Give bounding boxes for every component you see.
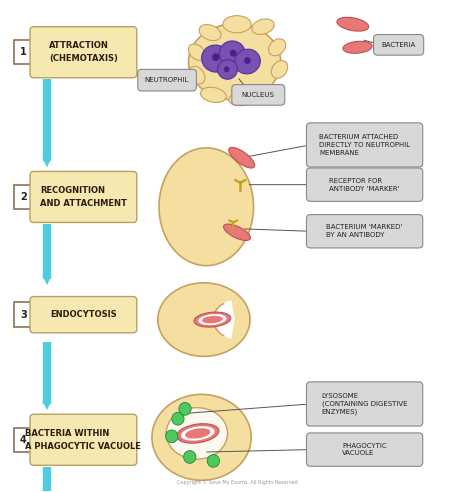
FancyBboxPatch shape [30, 414, 137, 465]
Circle shape [207, 455, 219, 467]
Text: BACTERIA: BACTERIA [382, 42, 416, 48]
Circle shape [179, 402, 191, 415]
Ellipse shape [202, 316, 223, 323]
Ellipse shape [229, 147, 255, 168]
Ellipse shape [219, 41, 245, 66]
Text: 1: 1 [20, 47, 27, 57]
Text: LYSOSOME
(CONTAINING DIGESTIVE
ENZYMES): LYSOSOME (CONTAINING DIGESTIVE ENZYMES) [322, 393, 407, 415]
Ellipse shape [189, 44, 205, 61]
Text: ATTRACTION
(CHEMOTAXIS): ATTRACTION (CHEMOTAXIS) [49, 41, 118, 63]
Bar [14, 428, 33, 452]
FancyBboxPatch shape [30, 27, 137, 78]
Ellipse shape [189, 24, 281, 100]
Circle shape [224, 66, 229, 72]
Ellipse shape [152, 395, 251, 480]
FancyBboxPatch shape [30, 297, 137, 333]
Ellipse shape [263, 86, 282, 102]
Text: RECOGNITION
AND ATTACHMENT: RECOGNITION AND ATTACHMENT [40, 186, 127, 208]
Ellipse shape [181, 426, 215, 441]
Ellipse shape [272, 61, 288, 78]
Ellipse shape [189, 66, 205, 84]
Circle shape [244, 57, 251, 64]
Ellipse shape [159, 148, 254, 266]
Ellipse shape [269, 39, 286, 56]
Bar [14, 40, 33, 64]
Text: BACTERIUM 'MARKED'
BY AN ANTIBODY: BACTERIUM 'MARKED' BY AN ANTIBODY [327, 224, 403, 238]
Ellipse shape [235, 49, 260, 74]
Text: RECEPTOR FOR
ANTIBODY 'MARKER': RECEPTOR FOR ANTIBODY 'MARKER' [329, 178, 400, 191]
Ellipse shape [158, 283, 250, 356]
Text: ENDOCYTOSIS: ENDOCYTOSIS [50, 310, 117, 319]
Text: NUCLEUS: NUCLEUS [242, 92, 275, 98]
Circle shape [183, 451, 196, 463]
Circle shape [230, 50, 237, 57]
Circle shape [212, 53, 219, 61]
Text: 2: 2 [20, 192, 27, 202]
Text: 3: 3 [20, 309, 27, 320]
Text: 4: 4 [20, 435, 27, 445]
FancyBboxPatch shape [307, 123, 423, 167]
Ellipse shape [194, 312, 231, 327]
Ellipse shape [252, 19, 274, 34]
Wedge shape [216, 300, 235, 339]
Text: BACTERIUM ATTACHED
DIRECTLY TO NEUTROPHIL
MEMBRANE: BACTERIUM ATTACHED DIRECTLY TO NEUTROPHI… [319, 134, 410, 155]
Ellipse shape [229, 92, 255, 106]
Ellipse shape [343, 41, 372, 53]
Ellipse shape [201, 45, 230, 72]
Circle shape [165, 430, 178, 443]
Ellipse shape [218, 60, 237, 79]
Text: Copyright © Save My Exams. All Rights Reserved: Copyright © Save My Exams. All Rights Re… [177, 480, 297, 486]
FancyBboxPatch shape [307, 215, 423, 248]
Ellipse shape [337, 17, 369, 31]
FancyBboxPatch shape [307, 433, 423, 466]
FancyBboxPatch shape [374, 34, 424, 55]
Bar [14, 184, 33, 209]
Text: NEUTROPHIL: NEUTROPHIL [145, 77, 189, 83]
Ellipse shape [201, 87, 226, 102]
FancyBboxPatch shape [138, 69, 196, 91]
Text: PHAGOCYTIC
VACUOLE: PHAGOCYTIC VACUOLE [342, 443, 387, 457]
Ellipse shape [199, 25, 221, 40]
Bar [14, 303, 33, 327]
FancyBboxPatch shape [307, 382, 423, 426]
FancyBboxPatch shape [30, 171, 137, 222]
Ellipse shape [198, 314, 227, 325]
Ellipse shape [223, 16, 251, 33]
FancyBboxPatch shape [307, 168, 423, 201]
Ellipse shape [185, 428, 210, 438]
Ellipse shape [177, 424, 219, 443]
Ellipse shape [224, 224, 250, 241]
FancyBboxPatch shape [232, 85, 285, 105]
Circle shape [172, 412, 184, 425]
Text: BACTERIA WITHIN
A PHAGOCYTIC VACUOLE: BACTERIA WITHIN A PHAGOCYTIC VACUOLE [26, 429, 141, 451]
Ellipse shape [166, 408, 228, 459]
